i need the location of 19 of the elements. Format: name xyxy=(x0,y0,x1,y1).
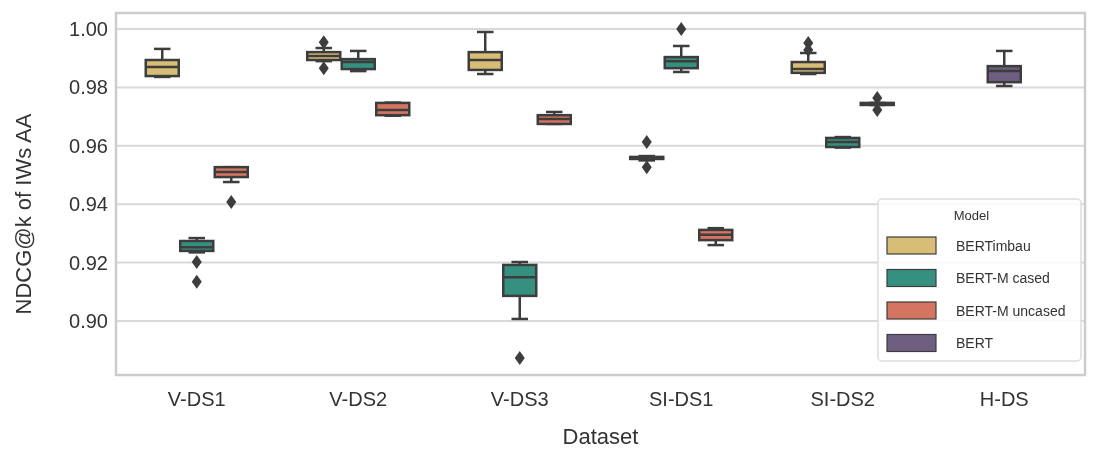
legend-label: BERT xyxy=(956,335,994,352)
legend-label: BERT-M uncased xyxy=(956,302,1066,319)
x-tick-label: SI-DS1 xyxy=(649,388,714,410)
y-tick-label: 0.90 xyxy=(69,309,108,332)
x-tick-label: SI-DS2 xyxy=(810,388,875,410)
x-tick-label: V-DS3 xyxy=(490,388,549,410)
x-tick-label: V-DS2 xyxy=(329,388,388,410)
legend-title: Model xyxy=(953,208,990,223)
x-tick-label: V-DS1 xyxy=(167,388,226,410)
legend-label: BERTimbau xyxy=(956,237,1031,254)
x-axis-title: Dataset xyxy=(562,424,639,449)
y-tick-label: 1.00 xyxy=(69,18,108,41)
y-tick-label: 0.92 xyxy=(69,251,108,274)
legend-label: BERT-M cased xyxy=(956,270,1050,287)
x-tick-label: H-DS xyxy=(979,388,1029,410)
y-tick-label: 0.96 xyxy=(69,134,108,157)
y-tick-label: 0.94 xyxy=(69,193,108,216)
y-axis-title: NDCG@k of IWs AA xyxy=(11,113,36,315)
y-tick-label: 0.98 xyxy=(69,76,108,99)
